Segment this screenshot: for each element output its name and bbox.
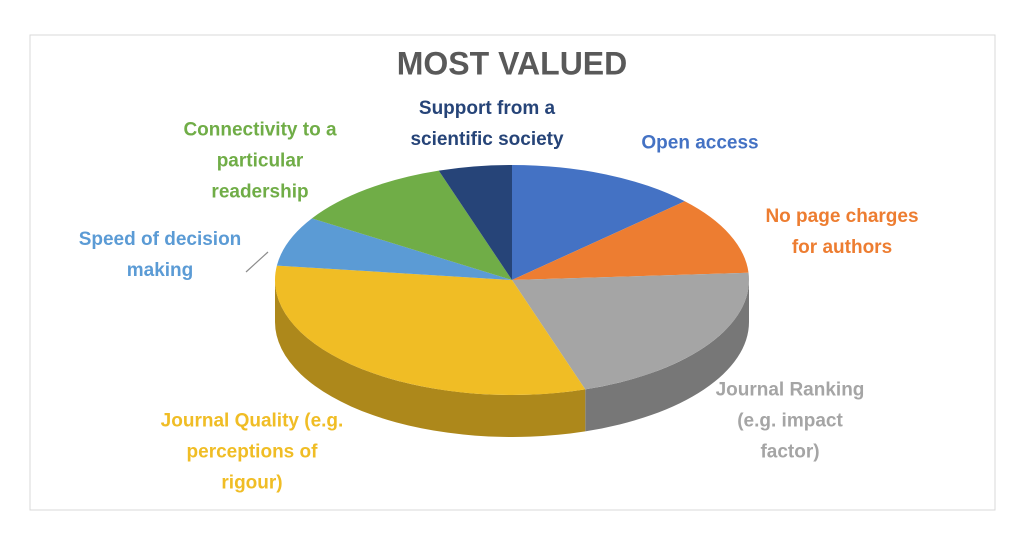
pie-slice	[438, 165, 512, 280]
pie-slice	[512, 201, 749, 280]
slice-label: Open access	[641, 132, 759, 154]
pie-slice	[275, 265, 586, 395]
slice-label: Support from a scientific society	[410, 98, 564, 150]
chart-title: MOST VALUED	[397, 45, 628, 81]
pie-slice	[276, 218, 512, 280]
pie-side	[275, 280, 586, 437]
slice-label: Journal Ranking (e.g. impact factor)	[715, 379, 865, 463]
leader-line	[245, 251, 269, 273]
slice-label: No page charges for authors	[765, 206, 919, 258]
slice-label: Speed of decision making	[78, 229, 242, 281]
pie-slice	[512, 272, 749, 390]
pie-slice	[512, 165, 685, 280]
pie	[275, 165, 749, 437]
slice-label: Journal Quality (e.g. perceptions of rig…	[160, 410, 344, 494]
pie-slice	[311, 170, 512, 280]
slice-label: Connectivity to a particular readership	[183, 119, 337, 203]
pie-side	[585, 280, 749, 432]
